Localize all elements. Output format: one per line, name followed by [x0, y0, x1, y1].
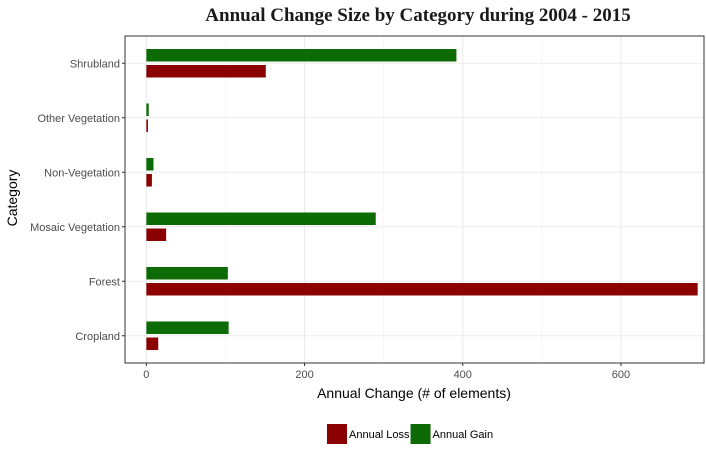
bar-annual-loss [146, 174, 152, 187]
x-tick-label: 200 [295, 369, 313, 381]
bar-annual-loss [146, 228, 167, 241]
plot-border [124, 35, 705, 364]
plot-area: Cropland Forest Mosaic Vegetation Non-Veget… [30, 35, 705, 381]
legend: Annual Loss Annual Gain [327, 424, 493, 444]
y-tick-label: Other Vegetation [37, 113, 120, 125]
y-tick-label: Mosaic Vegetation [30, 222, 120, 234]
y-tick-label: Cropland [75, 331, 120, 343]
y-tick-label: Forest [89, 276, 120, 288]
bar-annual-gain [146, 158, 154, 171]
bar-annual-gain [146, 267, 228, 280]
y-axis-title: Category [4, 170, 20, 227]
bar-annual-gain [146, 103, 149, 116]
chart-title: Annual Change Size by Category during 20… [205, 5, 630, 26]
bar-annual-gain [146, 321, 229, 334]
bar-annual-gain [146, 49, 457, 62]
x-tick-label: 600 [612, 369, 630, 381]
y-tick-label: Shrubland [70, 58, 120, 70]
legend-swatch [410, 424, 431, 444]
y-tick-label: Non-Vegetation [44, 167, 120, 179]
legend-label: Annual Loss [349, 429, 410, 441]
legend-swatch [327, 424, 347, 444]
bar-annual-gain [146, 212, 376, 225]
bar-annual-loss [146, 337, 159, 350]
x-axis-title: Annual Change (# of elements) [317, 385, 511, 401]
bar-annual-loss [146, 119, 148, 132]
plot-background [125, 36, 704, 363]
x-tick-label: 400 [454, 369, 472, 381]
bar-annual-loss [146, 65, 266, 78]
x-tick-label: 0 [143, 369, 149, 381]
bar-annual-loss [146, 283, 698, 296]
legend-label: Annual Gain [433, 429, 494, 441]
